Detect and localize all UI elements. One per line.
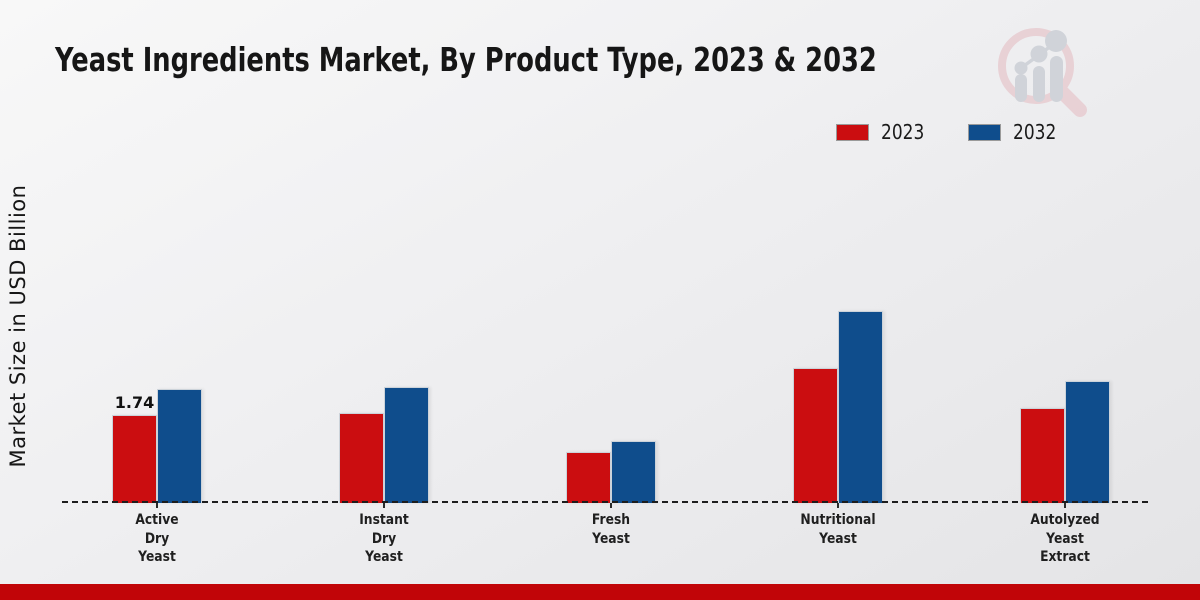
x-axis-category-label: Autolyzed Yeast Extract bbox=[1030, 512, 1100, 565]
x-axis-category-label: Active Dry Yeast bbox=[135, 512, 179, 565]
bar-2032-nutritional-yeast[interactable] bbox=[838, 311, 883, 503]
legend-item-2023[interactable]: 2023 bbox=[836, 120, 932, 144]
bar-2032-instant-dry-yeast[interactable] bbox=[384, 387, 429, 503]
bar-2023-autolyzed-yeast-extract[interactable] bbox=[1020, 408, 1065, 503]
logo-dot-medium bbox=[1030, 45, 1048, 63]
bar-2032-active-dry-yeast[interactable] bbox=[157, 389, 202, 503]
legend: 2023 2032 bbox=[836, 120, 1064, 144]
footer-accent-bar bbox=[0, 584, 1200, 600]
logo-bar-medium bbox=[1033, 66, 1045, 102]
x-axis-category-label: Fresh Yeast bbox=[591, 512, 631, 547]
logo-bar-large bbox=[1050, 56, 1063, 102]
x-axis-tick bbox=[1064, 503, 1066, 508]
x-axis-tick bbox=[610, 503, 612, 508]
bar-value-label: 1.74 bbox=[114, 393, 155, 412]
bar-2023-instant-dry-yeast[interactable] bbox=[339, 413, 384, 503]
x-axis-tick bbox=[156, 503, 158, 508]
chart-title: Yeast Ingredients Market, By Product Typ… bbox=[55, 40, 877, 79]
legend-swatch-2023 bbox=[836, 123, 869, 141]
logo-dot-large bbox=[1045, 30, 1067, 52]
legend-item-2032[interactable]: 2032 bbox=[967, 120, 1064, 144]
magnifier-handle bbox=[1054, 84, 1087, 117]
x-axis-tick bbox=[383, 503, 385, 508]
bar-2032-fresh-yeast[interactable] bbox=[611, 441, 656, 503]
legend-swatch-2032 bbox=[967, 123, 1001, 141]
logo-bar-small bbox=[1015, 74, 1027, 102]
bar-2023-nutritional-yeast[interactable] bbox=[793, 368, 838, 503]
x-axis-tick bbox=[837, 503, 839, 508]
bar-2023-active-dry-yeast[interactable] bbox=[112, 415, 157, 503]
legend-label-2032: 2032 bbox=[1012, 120, 1057, 144]
legend-label-2023: 2023 bbox=[881, 120, 925, 144]
bar-2032-autolyzed-yeast-extract[interactable] bbox=[1065, 381, 1110, 503]
bar-2023-fresh-yeast[interactable] bbox=[566, 452, 611, 503]
magnifier-bar-chart-logo bbox=[998, 28, 1087, 117]
x-axis-category-label: Instant Dry Yeast bbox=[359, 512, 409, 565]
x-axis-baseline bbox=[62, 501, 1148, 503]
logo-dot-small bbox=[1014, 61, 1028, 75]
x-axis-category-label: Nutritional Yeast bbox=[800, 512, 876, 547]
